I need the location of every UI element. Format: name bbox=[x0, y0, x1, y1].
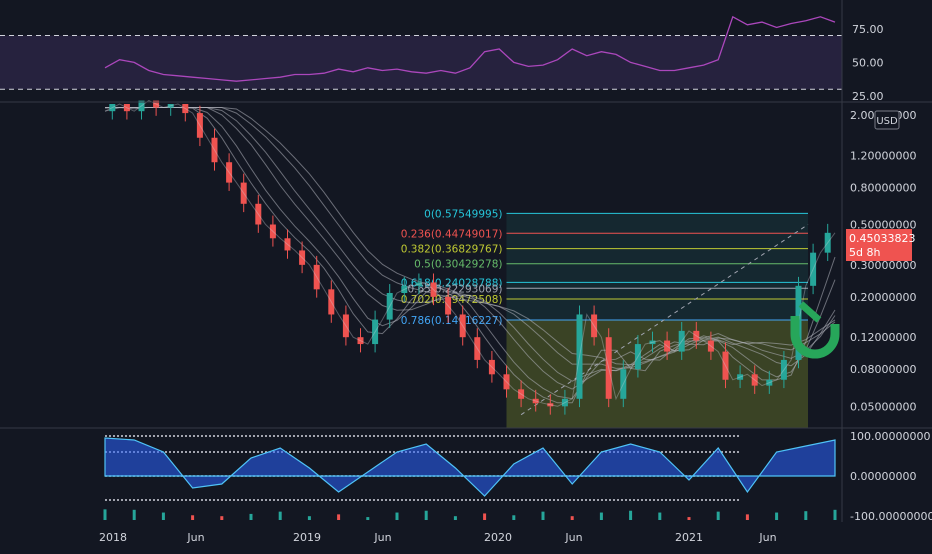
fib-level-label: 0(0.57549995) bbox=[424, 208, 502, 220]
last-price-value: 0.45033823 bbox=[849, 232, 915, 245]
volume-bar bbox=[600, 513, 603, 520]
volume-bar bbox=[191, 515, 194, 520]
y-tick-label: 0.00000000 bbox=[850, 470, 916, 483]
volume-bar bbox=[162, 513, 165, 520]
fib-level-label: 0.786(0.14916227) bbox=[401, 315, 503, 327]
y-tick-label: 1.20000000 bbox=[850, 149, 916, 162]
y-tick-label: 0.05000000 bbox=[850, 400, 916, 413]
x-tick-label: 2019 bbox=[293, 531, 321, 544]
volume-bar bbox=[834, 510, 837, 520]
y-tick-label: 50.00 bbox=[852, 56, 884, 69]
volume-bar bbox=[133, 510, 136, 520]
volume-bar bbox=[454, 516, 457, 520]
volume-bar bbox=[337, 514, 340, 520]
volume-bar bbox=[308, 516, 311, 520]
y-tick-label: 0.80000000 bbox=[850, 181, 916, 194]
volume-bar bbox=[775, 513, 778, 520]
volume-bar bbox=[220, 516, 223, 520]
fib-zone-fill bbox=[507, 213, 809, 320]
volume-bar bbox=[483, 513, 486, 520]
fib-level-label: 0.5(0.30429278) bbox=[414, 259, 502, 271]
fib-zone-fill bbox=[507, 320, 809, 428]
x-tick-label: 2021 bbox=[675, 531, 703, 544]
volume-bar bbox=[629, 511, 632, 520]
volume-bar bbox=[717, 512, 720, 520]
last-price-countdown: 5d 8h bbox=[849, 246, 880, 259]
volume-bar bbox=[104, 509, 107, 520]
volume-bar bbox=[396, 513, 399, 520]
volume-bar bbox=[804, 511, 807, 520]
rsi-band bbox=[0, 36, 842, 90]
volume-bar bbox=[366, 517, 369, 520]
x-tick-label: 2018 bbox=[99, 531, 127, 544]
volume-bar bbox=[658, 513, 661, 520]
y-tick-label: 100.00000000 bbox=[850, 430, 930, 443]
currency-badge-label: USD bbox=[876, 116, 898, 127]
y-tick-label: 0.20000000 bbox=[850, 291, 916, 304]
volume-bar bbox=[688, 517, 691, 520]
volume-bar bbox=[250, 514, 253, 520]
y-tick-label: 0.12000000 bbox=[850, 331, 916, 344]
last-price-tag: 0.45033823 5d 8h bbox=[846, 229, 915, 261]
y-tick-label: 25.00 bbox=[852, 90, 884, 103]
fib-level-label: 0.382(0.36829767) bbox=[401, 244, 503, 256]
y-tick-label: -100.00000000 bbox=[850, 510, 932, 523]
x-tick-label: Jun bbox=[564, 531, 582, 544]
x-tick-label: 2020 bbox=[484, 531, 512, 544]
volume-bar bbox=[542, 512, 545, 520]
volume-bar bbox=[746, 514, 749, 520]
volume-bar bbox=[512, 515, 515, 520]
fib-level-label: 0.236(0.44749017) bbox=[401, 228, 503, 240]
volume-bar bbox=[279, 512, 282, 520]
volume-bar bbox=[425, 511, 428, 520]
y-tick-label: 0.08000000 bbox=[850, 363, 916, 376]
currency-badge[interactable]: USD bbox=[875, 111, 899, 129]
x-tick-label: Jun bbox=[758, 531, 776, 544]
volume-bar bbox=[571, 516, 574, 520]
y-tick-label: 75.00 bbox=[852, 23, 884, 36]
x-tick-label: Jun bbox=[186, 531, 204, 544]
x-tick-label: Jun bbox=[373, 531, 391, 544]
